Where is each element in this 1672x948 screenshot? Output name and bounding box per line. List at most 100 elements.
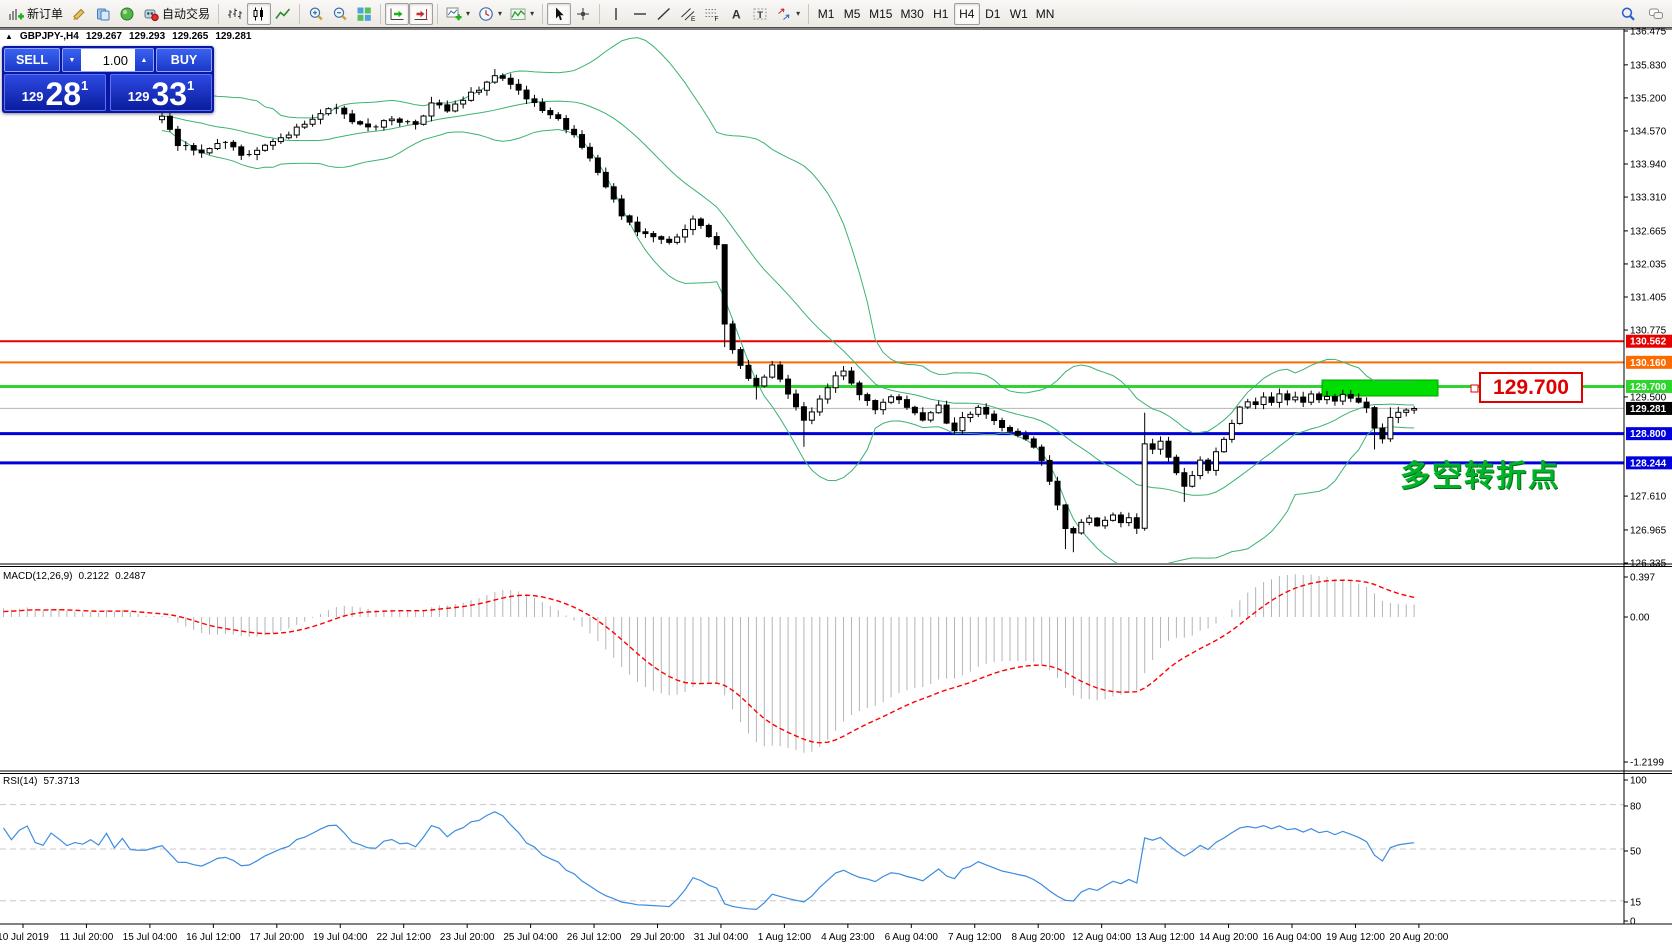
price-axis[interactable]: 136.475 135.830 135.200 134.570 133.940 133.3… <box>1624 27 1672 928</box>
zoom-out-button[interactable] <box>328 3 352 25</box>
crosshair-button[interactable] <box>571 3 595 25</box>
auto-trading-button[interactable]: 自动交易 <box>139 3 214 25</box>
clock-icon <box>479 6 493 21</box>
tiles-icon <box>357 7 371 21</box>
svg-text:126.335: 126.335 <box>1630 558 1667 569</box>
timeframe-m15-label: M15 <box>869 6 893 21</box>
new-chart-button[interactable]: ▾ <box>442 3 474 25</box>
supply-zone-box <box>1321 379 1439 397</box>
symbol-info: ▲ GBPJPY-,H4 129.267 129.293 129.265 129… <box>5 31 251 42</box>
sell-price-pips: 28 <box>45 75 82 112</box>
svg-text:129.700: 129.700 <box>1630 382 1667 393</box>
timeframe-m1-label: M1 <box>817 6 835 21</box>
svg-text:13 Aug 12:00: 13 Aug 12:00 <box>1136 932 1195 943</box>
svg-text:129.500: 129.500 <box>1630 392 1667 403</box>
timeframe-d1-button[interactable]: D1 <box>980 3 1006 25</box>
price-level-callout[interactable]: 129.700 <box>1479 372 1583 403</box>
arrows-button[interactable]: ▾ <box>772 3 804 25</box>
text-button[interactable]: A <box>724 3 748 25</box>
timeframe-m1-button[interactable]: M1 <box>813 3 839 25</box>
svg-text:1 Aug 12:00: 1 Aug 12:00 <box>758 932 812 943</box>
horizontal-line-button[interactable] <box>628 3 652 25</box>
timeframe-m5-label: M5 <box>843 6 861 21</box>
zoom-in-button[interactable] <box>304 3 328 25</box>
svg-text:50: 50 <box>1630 847 1642 858</box>
vertical-line-button[interactable] <box>604 3 628 25</box>
sell-price-tile[interactable]: 129 28 1 <box>4 74 106 111</box>
svg-text:129.281: 129.281 <box>1630 404 1667 415</box>
shapes-icon <box>778 8 790 20</box>
autoscroll-icon <box>390 8 404 20</box>
svg-text:134.570: 134.570 <box>1630 126 1667 137</box>
timeframe-w1-button[interactable]: W1 <box>1006 3 1032 25</box>
toolbar-separator <box>599 3 601 24</box>
candles-icon <box>253 7 264 20</box>
svg-text:17 Jul 20:00: 17 Jul 20:00 <box>250 932 305 943</box>
sell-price-figure: 129 <box>21 89 44 104</box>
timeframe-w1-label: W1 <box>1009 6 1028 21</box>
timeframe-m5-button[interactable]: M5 <box>839 3 865 25</box>
svg-text:19 Jul 04:00: 19 Jul 04:00 <box>313 932 368 943</box>
metaeditor-icon <box>73 8 85 20</box>
svg-text:26 Jul 12:00: 26 Jul 12:00 <box>567 932 622 943</box>
timeframe-h1-button[interactable]: H1 <box>928 3 954 25</box>
chat-button[interactable] <box>1644 3 1668 25</box>
timeframe-m30-button[interactable]: M30 <box>896 3 927 25</box>
volume-input[interactable]: 1.00 <box>81 49 135 71</box>
auto-scroll-button[interactable] <box>385 2 410 25</box>
cursor-button[interactable] <box>547 2 572 25</box>
auto-trading-icon <box>144 9 159 21</box>
timeframe-h4-button[interactable]: H4 <box>953 2 980 25</box>
svg-text:A: A <box>732 7 741 21</box>
bar-chart-mode-button[interactable] <box>223 3 247 25</box>
svg-text:-1.2199: -1.2199 <box>1630 758 1664 769</box>
windows-icon <box>97 8 110 20</box>
timeframe-m30-label: M30 <box>900 6 924 21</box>
rsi-name: RSI(14) <box>3 776 38 787</box>
line-chart-mode-button[interactable] <box>271 3 295 25</box>
timeframe-m15-button[interactable]: M15 <box>865 3 896 25</box>
profiles-button[interactable]: ▾ <box>474 3 506 25</box>
svg-text:15: 15 <box>1630 898 1642 909</box>
text-label-button[interactable]: T <box>748 3 772 25</box>
fibonacci-button[interactable]: F <box>700 3 724 25</box>
new-order-icon <box>9 8 24 20</box>
svg-text:T: T <box>757 9 763 20</box>
pane-borders <box>0 28 1672 925</box>
tile-windows-button[interactable] <box>352 3 376 25</box>
new-order-label: 新订单 <box>27 7 64 21</box>
panel-collapse-icon[interactable]: ▲ <box>5 32 13 41</box>
chevron-down-icon: ▾ <box>530 9 535 18</box>
sell-button[interactable]: SELL <box>4 48 60 72</box>
svg-text:127.610: 127.610 <box>1630 492 1667 503</box>
svg-text:25 Jul 04:00: 25 Jul 04:00 <box>503 932 558 943</box>
rsi-indicator-label: RSI(14) 57.3713 <box>3 776 80 787</box>
candlestick-mode-button[interactable] <box>247 2 272 25</box>
volume-increase-button[interactable]: ▲ <box>135 49 153 71</box>
search-button[interactable] <box>1616 3 1640 25</box>
equidistant-channel-button[interactable]: E <box>676 3 700 25</box>
svg-text:126.965: 126.965 <box>1630 525 1667 536</box>
indicators-button[interactable]: ▾ <box>506 3 538 25</box>
buy-button[interactable]: BUY <box>156 48 212 72</box>
buy-price-tile[interactable]: 129 33 1 <box>110 74 212 111</box>
callout-anchor <box>1470 384 1479 393</box>
svg-text:132.035: 132.035 <box>1630 259 1667 270</box>
toolbar-right <box>1616 3 1668 25</box>
trend-line-button[interactable] <box>652 3 676 25</box>
timeframe-mn-button[interactable]: MN <box>1032 3 1059 25</box>
metaeditor-button[interactable] <box>67 3 91 25</box>
svg-text:0.00: 0.00 <box>1630 613 1650 624</box>
history-center-button[interactable] <box>91 3 115 25</box>
strategy-tester-button[interactable] <box>115 3 139 25</box>
volume-decrease-button[interactable]: ▼ <box>63 49 81 71</box>
svg-text:6 Aug 04:00: 6 Aug 04:00 <box>885 932 939 943</box>
time-axis[interactable]: 10 Jul 2019 11 Jul 20:00 15 Jul 04:00 16 Ju… <box>0 924 1449 943</box>
svg-text:131.405: 131.405 <box>1630 292 1667 303</box>
svg-text:0: 0 <box>1630 917 1636 928</box>
svg-text:128.244: 128.244 <box>1630 458 1667 469</box>
new-order-button[interactable]: 新订单 <box>4 3 67 25</box>
chart-shift-button[interactable] <box>409 2 434 25</box>
channel-icon: E <box>681 7 696 22</box>
